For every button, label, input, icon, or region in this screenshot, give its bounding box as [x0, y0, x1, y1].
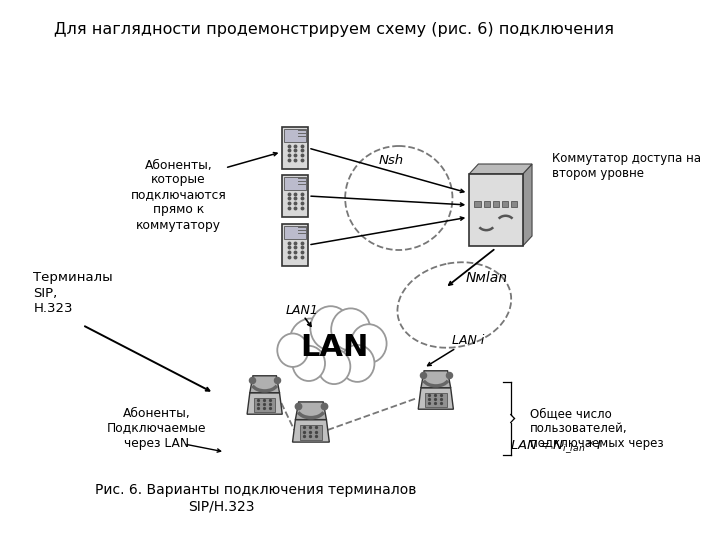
Text: SIP/H.323: SIP/H.323 [188, 500, 254, 514]
Text: Абоненты,
которые
подключаются
прямо к
коммутатору: Абоненты, которые подключаются прямо к к… [131, 159, 227, 232]
Bar [300, 425, 322, 440]
Circle shape [318, 349, 351, 384]
Polygon shape [247, 393, 282, 414]
Text: LAN1: LAN1 [286, 303, 319, 316]
Circle shape [310, 306, 351, 350]
Text: Для наглядности продемонстрируем схему (рис. 6) подключения: Для наглядности продемонстрируем схему (… [54, 22, 614, 37]
Circle shape [292, 346, 325, 381]
Polygon shape [469, 164, 532, 174]
Text: LAN: LAN [300, 334, 368, 362]
Polygon shape [292, 420, 329, 442]
Circle shape [331, 308, 370, 350]
FancyBboxPatch shape [282, 175, 308, 217]
Circle shape [351, 324, 387, 363]
Text: Рис. 6. Варианты подключения терминалов: Рис. 6. Варианты подключения терминалов [95, 483, 416, 497]
Text: Терминалы
SIP,
Н.323: Терминалы SIP, Н.323 [33, 272, 113, 314]
Bar [469, 174, 523, 246]
Circle shape [289, 319, 332, 364]
Text: Общее число
пользователей,
подключаемых через: Общее число пользователей, подключаемых … [530, 407, 664, 450]
Text: Nsh: Nsh [379, 153, 404, 166]
Text: Nмlan: Nмlan [465, 271, 508, 285]
FancyBboxPatch shape [282, 224, 308, 266]
Bar [284, 177, 306, 190]
Bar [284, 226, 306, 239]
Polygon shape [250, 376, 279, 393]
Bar [254, 398, 276, 413]
Ellipse shape [284, 333, 384, 376]
Circle shape [341, 345, 374, 382]
Text: Коммутатор доступа на
втором уровне: Коммутатор доступа на втором уровне [552, 152, 701, 180]
Polygon shape [421, 371, 451, 388]
Polygon shape [295, 402, 326, 420]
Bar [502, 201, 508, 207]
Bar [511, 201, 518, 207]
Text: $LAN = N_{i\_lan} * I$: $LAN = N_{i\_lan} * I$ [510, 438, 602, 455]
Bar [492, 201, 499, 207]
FancyBboxPatch shape [282, 127, 308, 169]
Text: LAN i: LAN i [452, 334, 485, 347]
Circle shape [277, 334, 308, 367]
Polygon shape [418, 388, 454, 409]
Bar [474, 201, 481, 207]
Bar [484, 201, 490, 207]
Bar [425, 393, 446, 407]
Bar [284, 129, 306, 141]
Text: Абоненты,
Подключаемые
через LAN: Абоненты, Подключаемые через LAN [107, 407, 206, 449]
Polygon shape [523, 164, 532, 246]
